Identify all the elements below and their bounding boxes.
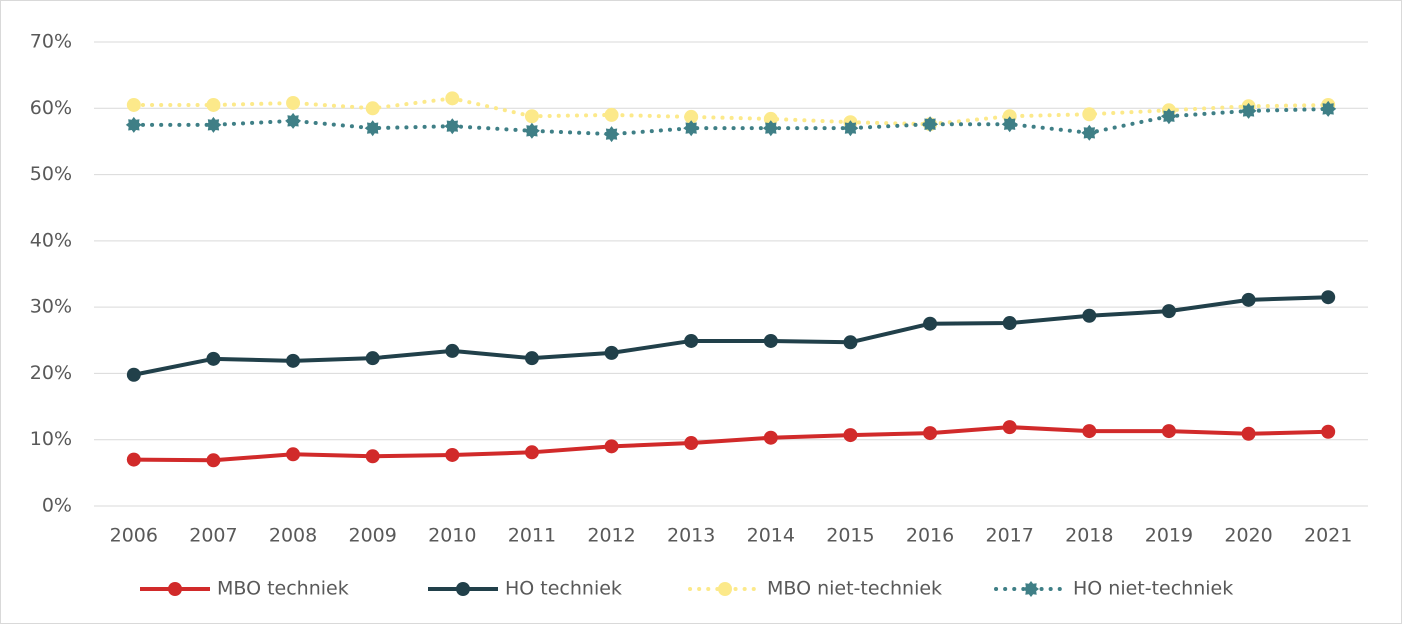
x-tick-label: 2013 [667,525,715,547]
data-point [524,109,539,124]
legend-label: MBO niet-techniek [767,578,942,600]
data-point [206,97,221,112]
x-tick-label: 2016 [906,525,954,547]
legend-marker [1023,581,1039,597]
data-point [365,351,380,366]
data-point [843,335,858,350]
x-tick-label: 2012 [587,525,635,547]
data-point [125,116,142,133]
data-point [1241,426,1256,441]
legend-marker [456,582,470,596]
legend-label: HO niet-techniek [1073,578,1233,600]
x-tick-label: 2009 [349,525,397,547]
data-point [364,120,381,137]
data-point [1240,102,1257,119]
legend-marker [718,582,732,596]
legend-label: MBO techniek [217,578,349,600]
x-tick-label: 2006 [110,525,158,547]
data-point [762,120,779,137]
data-point [1161,424,1176,439]
y-tick-label: 0% [42,495,72,517]
data-point [286,447,301,462]
data-point [1161,304,1176,319]
data-point [684,333,699,348]
data-point [604,107,619,122]
data-point [365,449,380,464]
data-point [445,343,460,358]
y-tick-label: 10% [30,428,72,450]
data-point [1001,116,1018,133]
y-tick-label: 60% [30,97,72,119]
data-point [763,111,778,126]
data-point [1241,292,1256,307]
x-tick-label: 2007 [189,525,237,547]
data-point [922,116,939,133]
legend-label: HO techniek [505,578,622,600]
data-point [603,126,620,143]
data-point [842,120,859,137]
data-point [604,345,619,360]
series-line [131,96,1331,127]
data-point [683,120,700,137]
data-point [524,445,539,460]
data-point [684,109,699,124]
y-tick-label: 20% [30,362,72,384]
data-point [1160,108,1177,125]
data-point [286,95,301,110]
data-point [206,351,221,366]
data-point [285,112,302,129]
x-tick-label: 2010 [428,525,476,547]
data-point [445,447,460,462]
data-point [126,367,141,382]
data-point [206,453,221,468]
series-line [131,106,1331,137]
data-point [684,436,699,451]
data-point [365,101,380,116]
data-point [1082,308,1097,323]
y-tick-label: 70% [30,31,72,53]
y-tick-label: 50% [30,163,72,185]
y-tick-label: 30% [30,296,72,318]
x-tick-label: 2021 [1304,525,1352,547]
data-point [444,118,461,135]
x-tick-label: 2014 [747,525,795,547]
x-tick-label: 2017 [986,525,1034,547]
data-point [923,316,938,331]
x-tick-label: 2008 [269,525,317,547]
data-point [286,353,301,368]
data-point [205,116,222,133]
x-tick-label: 2015 [826,525,874,547]
data-point [524,351,539,366]
series-line [133,425,1329,463]
x-tick-label: 2020 [1224,525,1272,547]
data-point [1321,290,1336,305]
data-point [1320,100,1337,117]
x-tick-label: 2019 [1145,525,1193,547]
data-point [604,439,619,454]
data-point [763,430,778,445]
data-point [523,122,540,139]
data-point [1321,424,1336,439]
legend-marker [168,582,182,596]
data-point [1082,424,1097,439]
x-tick-label: 2011 [508,525,556,547]
x-tick-label: 2018 [1065,525,1113,547]
data-point [1002,316,1017,331]
series-line [133,295,1329,377]
data-point [1081,124,1098,141]
y-tick-label: 40% [30,229,72,251]
data-point [126,452,141,467]
data-point [445,91,460,106]
data-point [843,428,858,443]
data-point [126,97,141,112]
data-point [763,333,778,348]
data-point [1002,420,1017,435]
data-point [923,426,938,441]
data-point [1082,107,1097,122]
